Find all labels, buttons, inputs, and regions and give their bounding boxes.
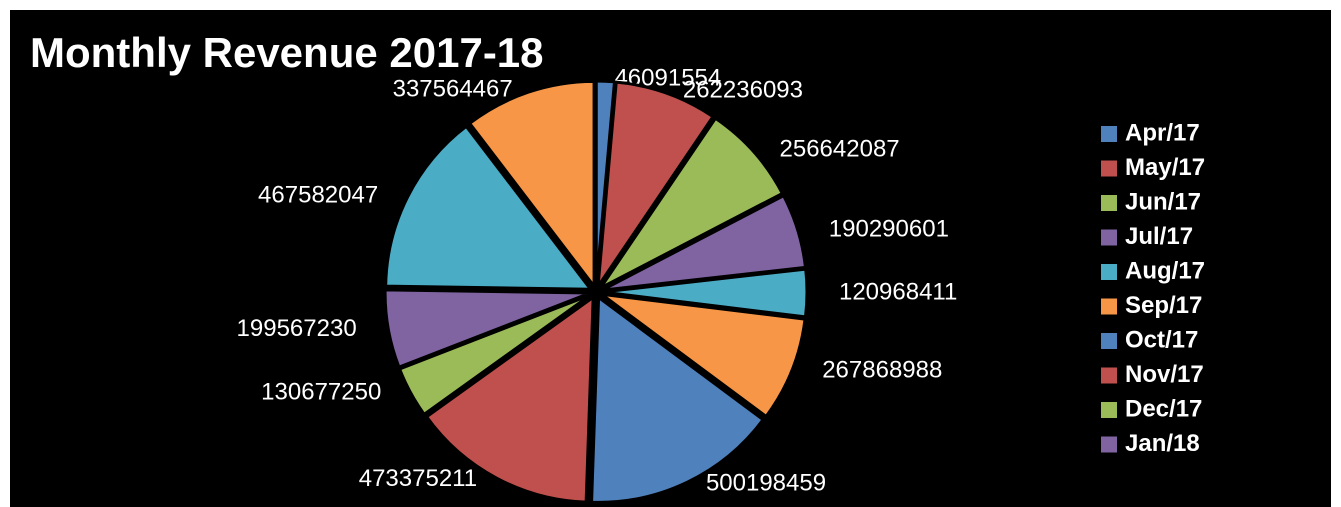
data-label: 190290601 xyxy=(829,215,949,242)
data-label: 256642087 xyxy=(780,136,900,163)
data-label: 262236093 xyxy=(683,77,803,104)
legend-label: Sep/17 xyxy=(1125,292,1202,319)
pie-slice xyxy=(383,288,591,370)
legend-label: Oct/17 xyxy=(1125,326,1198,353)
legend-swatch xyxy=(1101,126,1117,142)
legend-label: Nov/17 xyxy=(1125,361,1204,388)
pie-slice xyxy=(594,79,617,287)
data-label: 467582047 xyxy=(258,181,378,208)
data-label: 130677250 xyxy=(261,379,381,406)
pie-slice xyxy=(384,124,594,291)
legend-label: Dec/17 xyxy=(1125,395,1202,422)
pie-slice xyxy=(599,116,785,290)
legend-swatch xyxy=(1101,367,1117,384)
legend-swatch xyxy=(1101,195,1117,211)
legend-swatch xyxy=(1101,264,1117,280)
pie-slice xyxy=(596,80,716,292)
legend-label: May/17 xyxy=(1125,154,1205,181)
legend-label: Jan/18 xyxy=(1125,430,1200,457)
pie-slice xyxy=(590,294,766,504)
pie-slice xyxy=(601,193,808,292)
legend-swatch xyxy=(1101,160,1117,177)
data-label: 337564467 xyxy=(393,76,513,103)
data-label: 199567230 xyxy=(237,315,357,342)
data-label: 120968411 xyxy=(839,278,957,305)
pie-slice xyxy=(424,294,595,504)
legend-label: Apr/17 xyxy=(1125,119,1200,146)
data-label: 267868988 xyxy=(822,356,942,383)
legend-label: Jul/17 xyxy=(1125,223,1193,250)
pie-slice xyxy=(467,79,596,291)
pie-slice xyxy=(601,267,809,319)
legend-swatch xyxy=(1101,402,1117,418)
legend-swatch xyxy=(1101,436,1117,453)
data-label: 500198459 xyxy=(706,469,826,496)
legend-swatch xyxy=(1101,229,1117,246)
pie-slice xyxy=(596,292,807,419)
legend-label: Aug/17 xyxy=(1125,257,1205,284)
legend-swatch xyxy=(1101,333,1117,349)
legend-swatch xyxy=(1101,298,1117,315)
data-label: 473375211 xyxy=(359,465,477,492)
legend-label: Jun/17 xyxy=(1125,188,1201,215)
chart-title: Monthly Revenue 2017-18 xyxy=(30,29,544,76)
pie-slice xyxy=(397,293,592,417)
